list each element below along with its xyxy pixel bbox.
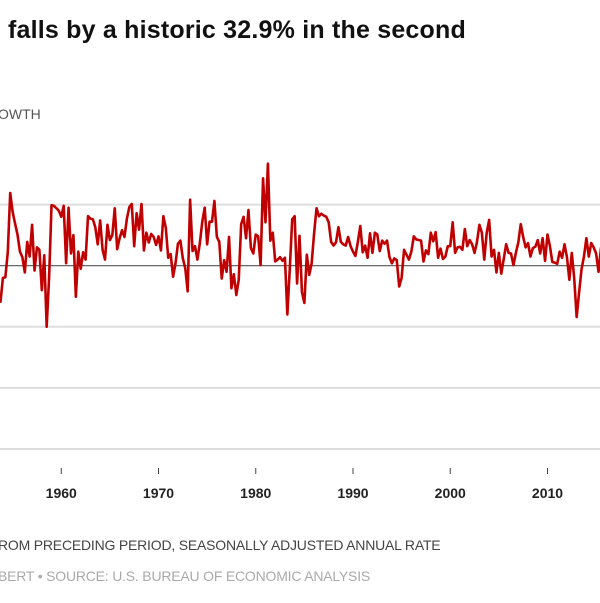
- x-axis: 1960 1970 1980 1990 2000 2010: [46, 468, 563, 501]
- chart-title: falls by a historic 32.9% in the second: [8, 16, 466, 44]
- x-tick-label: 1960: [46, 485, 77, 501]
- x-tick-label: 1970: [143, 485, 174, 501]
- chart-note: ROM PRECEDING PERIOD, SEASONALLY ADJUSTE…: [0, 537, 441, 553]
- y-axis-label: OWTH: [0, 106, 41, 122]
- x-tick-label: 2000: [435, 485, 466, 501]
- gridlines: [0, 203, 600, 450]
- x-tick-label: 2010: [532, 485, 563, 501]
- x-tick-label: 1990: [337, 485, 368, 501]
- x-tick-label: 1980: [240, 485, 271, 501]
- series-group: [0, 162, 600, 329]
- series-line: [0, 162, 600, 329]
- chart-credit: BERT • SOURCE: U.S. BUREAU OF ECONOMIC A…: [0, 568, 371, 584]
